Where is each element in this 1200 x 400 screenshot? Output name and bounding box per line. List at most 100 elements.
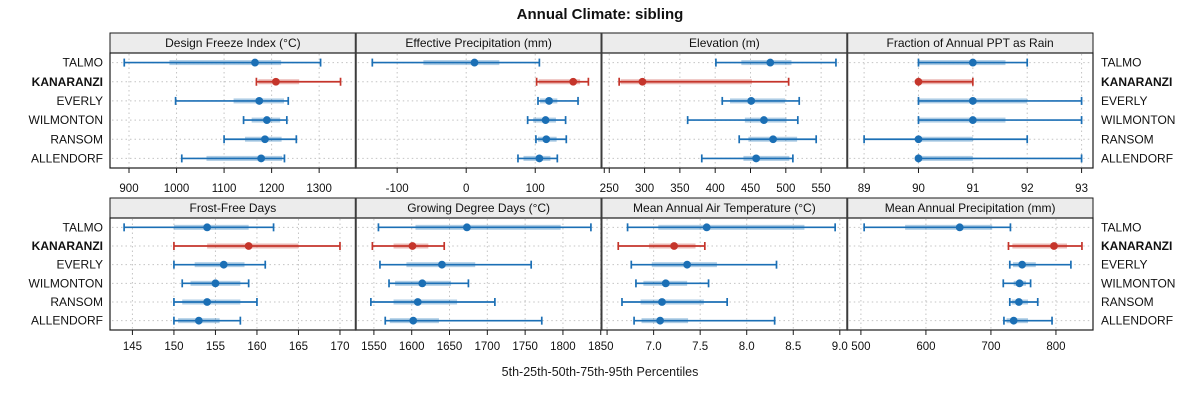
panel-strip-title: Elevation (m) (689, 36, 760, 50)
panel-plot-area (110, 218, 356, 330)
median-dot-everly (747, 97, 756, 105)
row-label-left-allendorf-r0: ALLENDORF (31, 151, 103, 165)
row-label-right-kanaranzi-r1: KANARANZI (1101, 239, 1172, 253)
row-label-right-everly-r0: EVERLY (1101, 94, 1147, 108)
row-label-left-talmo-r0: TALMO (63, 56, 103, 70)
axis-tick-label: 550 (812, 183, 831, 195)
median-dot-allendorf (914, 154, 923, 163)
axis-tick-label: 250 (600, 183, 619, 195)
axis-tick-label: 600 (916, 341, 935, 353)
median-dot-wilmonton (541, 116, 550, 124)
axis-tick-label: 1650 (437, 341, 463, 353)
median-dot-everly (219, 260, 228, 269)
panel-strip-title: Frost-Free Days (190, 201, 277, 215)
row-label-left-kanaranzi-r1: KANARANZI (32, 239, 103, 253)
row-label-left-ransom-r0: RANSOM (50, 132, 103, 146)
axis-tick-label: 1750 (512, 341, 538, 353)
median-dot-talmo (766, 58, 775, 67)
row-label-right-talmo-r0: TALMO (1101, 56, 1141, 70)
median-dot-wilmonton (418, 279, 427, 288)
row-label-right-wilmonton-r1: WILMONTON (1101, 276, 1175, 290)
median-dot-allendorf (194, 316, 203, 325)
axis-tick-label: 1700 (475, 341, 501, 353)
row-label-right-ransom-r0: RANSOM (1101, 132, 1154, 146)
median-dot-talmo (251, 58, 259, 67)
row-label-left-ransom-r1: RANSOM (50, 295, 103, 309)
panel-plot-area (847, 218, 1093, 330)
axis-tick-label: 1850 (588, 341, 614, 353)
axis-tick-label: 155 (206, 341, 225, 353)
panel-strip-title: Design Freeze Index (°C) (165, 36, 301, 50)
median-dot-ransom (914, 135, 923, 144)
row-label-right-everly-r1: EVERLY (1101, 258, 1147, 272)
median-dot-kanaranzi (244, 242, 253, 250)
axis-tick-label: 1200 (259, 183, 285, 195)
panel-plot-area (355, 53, 602, 168)
axis-tick-label: 0 (463, 183, 469, 195)
row-label-right-allendorf-r0: ALLENDORF (1101, 151, 1173, 165)
axis-tick-label: 400 (706, 183, 725, 195)
panel-strip-title: Effective Precipitation (mm) (405, 36, 552, 50)
axis-tick-label: 1600 (399, 341, 425, 353)
panel-plot-area (601, 218, 848, 330)
panel-plot-area (110, 53, 356, 168)
axis-tick-label: 9.0 (832, 341, 848, 353)
panel-1-3: Mean Annual Precipitation (mm) 500 600 700 8… (846, 197, 1094, 353)
median-dot-allendorf (752, 154, 761, 163)
median-dot-allendorf (1009, 316, 1018, 325)
median-dot-ransom (203, 298, 212, 306)
median-dot-allendorf (257, 154, 266, 163)
axis-tick-label: 1300 (306, 183, 332, 195)
median-dot-everly (683, 260, 692, 269)
median-dot-allendorf (409, 316, 418, 325)
median-dot-ransom (542, 135, 551, 144)
panel-1-1: Growing Degree Days (°C) 1550 1600 1650 1700… (355, 197, 614, 353)
axis-tick-label: 92 (1021, 183, 1034, 195)
panel-1-2: Mean Annual Air Temperature (°C) 7.0 7.5 8.… (600, 197, 848, 353)
panel-0-3: Fraction of Annual PPT as Rain 89 90 91 92 93 (846, 32, 1094, 195)
axis-tick-label: 300 (635, 183, 654, 195)
panel-0-0: Design Freeze Index (°C) 900 1000 1100 1200 1… (109, 32, 357, 195)
row-label-left-everly-r1: EVERLY (57, 258, 103, 272)
median-dot-kanaranzi (914, 77, 923, 86)
axis-tick-label: 7.0 (646, 341, 662, 353)
row-label-left-wilmonton-r1: WILMONTON (29, 276, 103, 290)
row-label-right-ransom-r1: RANSOM (1101, 295, 1154, 309)
panel-strip-title: Growing Degree Days (°C) (407, 201, 550, 215)
median-dot-kanaranzi (638, 77, 647, 86)
row-label-right-wilmonton-r0: WILMONTON (1101, 113, 1175, 127)
axis-tick-label: 90 (912, 183, 925, 195)
axis-tick-label: -100 (386, 183, 409, 195)
median-dot-wilmonton (968, 116, 977, 124)
median-dot-talmo (968, 58, 977, 67)
median-dot-everly (438, 260, 446, 269)
axis-tick-label: 93 (1075, 183, 1088, 195)
median-dot-ransom (1014, 298, 1023, 306)
axis-tick-label: 350 (670, 183, 689, 195)
row-label-left-kanaranzi-r0: KANARANZI (32, 75, 103, 89)
median-dot-kanaranzi (670, 242, 679, 250)
axis-tick-label: 91 (966, 183, 979, 195)
median-dot-kanaranzi (569, 77, 578, 86)
row-label-left-allendorf-r1: ALLENDORF (31, 314, 103, 328)
axis-tick-label: 160 (247, 341, 266, 353)
panel-1-0: Frost-Free Days 145 150 155 160 165 170 (109, 197, 357, 353)
axis-tick-label: 700 (981, 341, 1000, 353)
row-label-right-kanaranzi-r0: KANARANZI (1101, 75, 1172, 89)
panels-group: TALMO TALMO KANARANZI KANARANZI EVERLY EVERLY… (29, 32, 1175, 353)
axis-tick-label: 170 (330, 341, 349, 353)
row-label-left-everly-r0: EVERLY (57, 94, 103, 108)
panel-strip-title: Mean Annual Precipitation (mm) (885, 201, 1056, 215)
median-dot-ransom (261, 135, 269, 144)
panel-strip-title: Fraction of Annual PPT as Rain (887, 36, 1054, 50)
median-dot-ransom (769, 135, 778, 144)
panel-0-1: Effective Precipitation (mm) -100 0 100 (355, 32, 605, 195)
median-dot-talmo (203, 223, 212, 232)
median-dot-allendorf (535, 154, 544, 163)
median-dot-wilmonton (1015, 279, 1024, 288)
axis-tick-label: 150 (164, 341, 183, 353)
axis-tick-label: 89 (858, 183, 871, 195)
axis-tick-label: 8.5 (785, 341, 801, 353)
